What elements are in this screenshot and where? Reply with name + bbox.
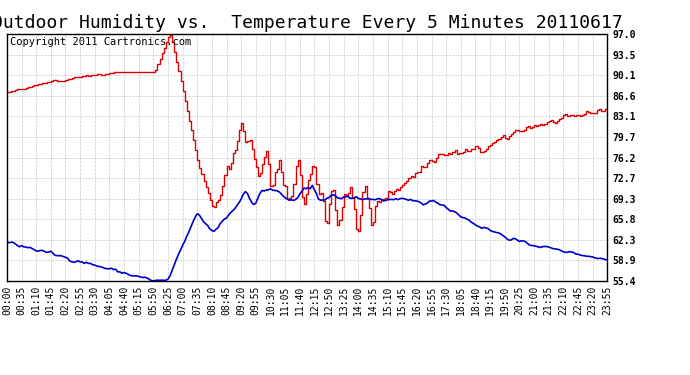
Text: Copyright 2011 Cartronics.com: Copyright 2011 Cartronics.com [10,38,191,48]
Title: Outdoor Humidity vs.  Temperature Every 5 Minutes 20110617: Outdoor Humidity vs. Temperature Every 5… [0,14,622,32]
